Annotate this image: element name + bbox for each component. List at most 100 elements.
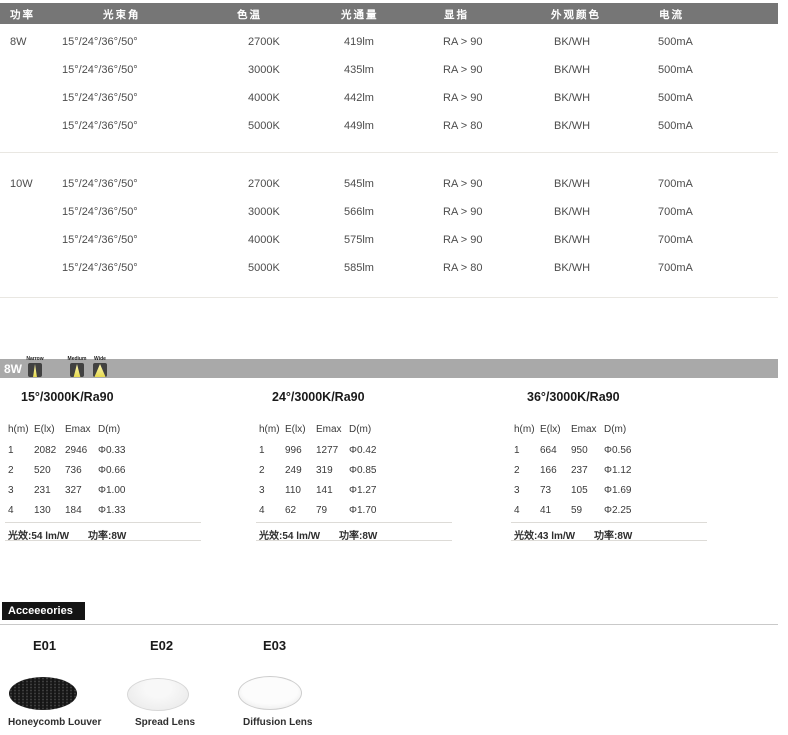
- d-value: Φ2.25: [604, 505, 632, 516]
- accessory-name: Spread Lens: [135, 717, 196, 728]
- cct-value: 3000K: [248, 64, 280, 76]
- d-value: Φ1.33: [98, 505, 126, 516]
- current-value: 700mA: [658, 262, 693, 274]
- col-header-d: D(m): [98, 424, 121, 435]
- current-value: 700mA: [658, 206, 693, 218]
- current-value: 500mA: [658, 64, 693, 76]
- header-cct: 色温: [237, 9, 262, 21]
- cct-value: 5000K: [248, 120, 280, 132]
- e-value: 166: [540, 465, 557, 476]
- h-value: 4: [8, 505, 14, 516]
- spec-row: 15°/24°/36°/50° 2700K 545lm RA > 90 BK/W…: [0, 178, 778, 192]
- h-value: 1: [514, 445, 520, 456]
- e-value: 73: [540, 485, 552, 496]
- d-value: Φ1.00: [98, 485, 126, 496]
- d-value: Φ1.12: [604, 465, 632, 476]
- photometric-row: 1 664 950 Φ0.56: [511, 445, 711, 457]
- col-header-h: h(m): [8, 424, 29, 435]
- color-value: BK/WH: [554, 206, 591, 218]
- header-power: 功率: [10, 9, 35, 21]
- photometric-table-title: 36°/3000K/Ra90: [527, 390, 620, 404]
- photometric-row: 3 231 327 Φ1.00: [5, 485, 205, 497]
- spec-table-header-bar: 功率 光束角 色温 光通量 显指 外观颜色 电流: [0, 3, 778, 24]
- flux-value: 419lm: [344, 36, 374, 48]
- h-value: 2: [514, 465, 520, 476]
- flux-value: 449lm: [344, 120, 374, 132]
- cri-value: RA > 80: [443, 120, 483, 132]
- spec-row: 15°/24°/36°/50° 5000K 585lm RA > 80 BK/W…: [0, 262, 778, 276]
- cri-value: RA > 80: [443, 262, 483, 274]
- col-header-h: h(m): [259, 424, 280, 435]
- col-header-d: D(m): [604, 424, 627, 435]
- e-value: 996: [285, 445, 302, 456]
- photometric-table-title: 24°/3000K/Ra90: [272, 390, 365, 404]
- emax-value: 327: [65, 485, 82, 496]
- cct-value: 2700K: [248, 178, 280, 190]
- header-current: 电流: [659, 9, 684, 21]
- wide-beam-icon: [93, 363, 107, 377]
- e-value: 249: [285, 465, 302, 476]
- e-value: 130: [34, 505, 51, 516]
- e-value: 62: [285, 505, 297, 516]
- cri-value: RA > 90: [443, 178, 483, 190]
- efficacy-value: 光效:54 lm/W: [259, 531, 321, 542]
- e-value: 41: [540, 505, 552, 516]
- spec-row: 15°/24°/36°/50° 2700K 419lm RA > 90 BK/W…: [0, 36, 778, 50]
- photometric-table-36deg: 36°/3000K/Ra90 h(m) E(lx) Emax D(m) 1 66…: [511, 388, 711, 548]
- current-value: 500mA: [658, 92, 693, 104]
- d-value: Φ1.69: [604, 485, 632, 496]
- cri-value: RA > 90: [443, 64, 483, 76]
- cct-value: 2700K: [248, 36, 280, 48]
- accessory-code: E02: [150, 638, 174, 653]
- spec-row: 15°/24°/36°/50° 4000K 575lm RA > 90 BK/W…: [0, 234, 778, 248]
- flux-value: 545lm: [344, 178, 374, 190]
- h-value: 1: [259, 445, 265, 456]
- color-value: BK/WH: [554, 92, 591, 104]
- header-color: 外观颜色: [551, 9, 601, 21]
- h-value: 3: [8, 485, 14, 496]
- accessories-title-box: Acceeeories: [2, 602, 85, 620]
- e-value: 231: [34, 485, 51, 496]
- cri-value: RA > 90: [443, 92, 483, 104]
- section-power-label: 8W: [4, 362, 22, 376]
- photometric-row: 3 110 141 Φ1.27: [256, 485, 456, 497]
- e-value: 520: [34, 465, 51, 476]
- e-value: 2082: [34, 445, 57, 456]
- photometric-row: 2 520 736 Φ0.66: [5, 465, 205, 477]
- emax-value: 950: [571, 445, 588, 456]
- spec-row: 15°/24°/36°/50° 3000K 566lm RA > 90 BK/W…: [0, 206, 778, 220]
- flux-value: 575lm: [344, 234, 374, 246]
- accessories-title: Acceeeories: [8, 605, 73, 617]
- divider: [0, 624, 778, 625]
- h-value: 3: [514, 485, 520, 496]
- photometric-header-row: h(m) E(lx) Emax D(m): [511, 424, 711, 436]
- photometric-header-row: h(m) E(lx) Emax D(m): [256, 424, 456, 436]
- cct-value: 5000K: [248, 262, 280, 274]
- color-value: BK/WH: [554, 36, 591, 48]
- color-value: BK/WH: [554, 64, 591, 76]
- d-value: Φ0.66: [98, 465, 126, 476]
- spec-row: 15°/24°/36°/50° 4000K 442lm RA > 90 BK/W…: [0, 92, 778, 106]
- d-value: Φ0.85: [349, 465, 377, 476]
- beam-option-medium: Medium: [67, 356, 87, 377]
- power-group-label: 10W: [10, 178, 33, 190]
- col-header-emax: Emax: [571, 424, 597, 435]
- power-group-label: 8W: [10, 36, 27, 48]
- accessory-name: Diffusion Lens: [243, 717, 313, 728]
- emax-value: 59: [571, 505, 583, 516]
- e-value: 110: [285, 485, 301, 496]
- cri-value: RA > 90: [443, 234, 483, 246]
- current-value: 500mA: [658, 120, 693, 132]
- accessory-name: Honeycomb Louver: [8, 717, 102, 728]
- photometric-row: 2 166 237 Φ1.12: [511, 465, 711, 477]
- beam-option-wide: Wide: [90, 356, 110, 377]
- emax-value: 1277: [316, 445, 339, 456]
- power-section-bar: 8W Narrow Medium Wide: [0, 356, 778, 378]
- col-header-e: E(lx): [540, 424, 561, 435]
- beam-angle-value: 15°/24°/36°/50°: [62, 206, 138, 218]
- emax-value: 736: [65, 465, 82, 476]
- beam-angle-value: 15°/24°/36°/50°: [62, 64, 138, 76]
- efficacy-value: 光效:43 lm/W: [514, 531, 576, 542]
- h-value: 2: [259, 465, 265, 476]
- photometric-row: 2 249 319 Φ0.85: [256, 465, 456, 477]
